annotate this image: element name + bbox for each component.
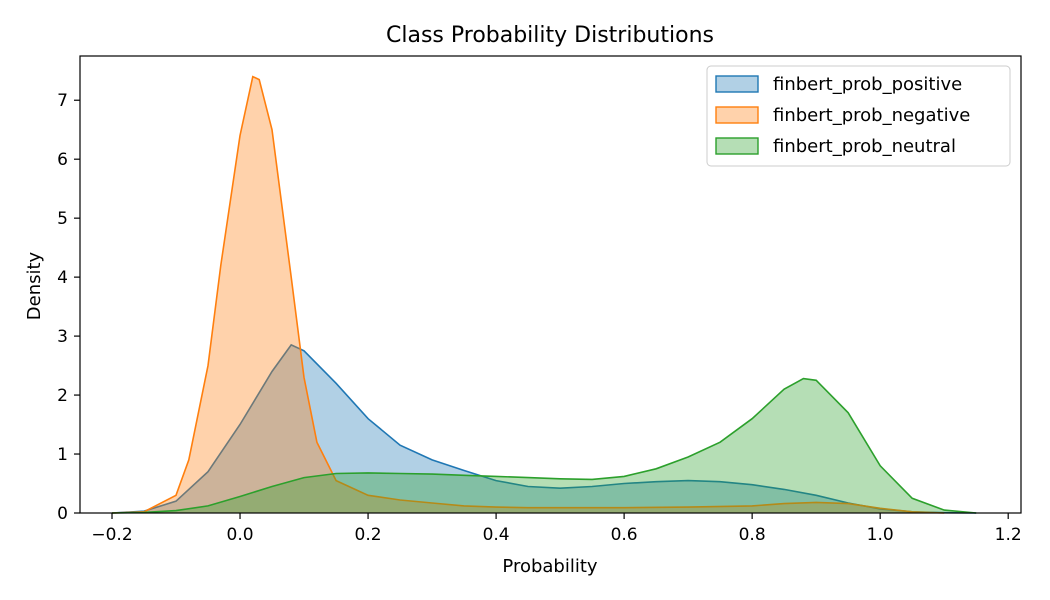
series-finbert_prob_positive-area: [112, 344, 977, 513]
chart-title: Class Probability Distributions: [386, 23, 714, 48]
legend-label-finbert_prob_positive: finbert_prob_positive: [773, 74, 962, 95]
x-axis-title: Probability: [502, 556, 597, 577]
y-tick-label: 3: [57, 327, 68, 347]
series-layer: [111, 75, 977, 514]
x-tick-label: −0.2: [91, 525, 132, 545]
legend-label-finbert_prob_neutral: finbert_prob_neutral: [773, 136, 956, 157]
y-tick-label: 6: [57, 150, 68, 170]
x-tick-label: 0.8: [739, 525, 766, 545]
series-finbert_prob_positive-line: [111, 343, 977, 514]
series-finbert_prob_negative-area: [112, 76, 945, 513]
y-tick-label: 2: [57, 386, 68, 406]
legend-swatch-finbert_prob_neutral: [715, 137, 759, 155]
y-tick-label: 5: [57, 209, 68, 229]
legend-label-finbert_prob_negative: finbert_prob_negative: [773, 105, 970, 126]
y-tick-label: 0: [57, 504, 68, 524]
legend-swatch-finbert_prob_negative: [715, 106, 759, 124]
y-tick-label: 4: [57, 268, 68, 288]
y-tick-label: 1: [57, 445, 68, 465]
legend: finbert_prob_positive finbert_prob_negati…: [706, 65, 1011, 167]
y-axis-title: Density: [24, 251, 45, 320]
x-tick-label: 1.0: [867, 525, 894, 545]
series-finbert_prob_neutral-line: [111, 377, 977, 514]
x-tick-label: 0.0: [227, 525, 254, 545]
legend-swatch-finbert_prob_positive: [715, 75, 759, 93]
x-tick-label: 0.4: [483, 525, 510, 545]
x-tick-label: 0.6: [611, 525, 638, 545]
legend-box: [706, 65, 1011, 167]
x-tick-label: 0.2: [355, 525, 382, 545]
plot-frame: [79, 55, 1022, 514]
series-finbert_prob_negative-line: [111, 75, 945, 514]
y-tick-label: 7: [57, 91, 68, 111]
axes-layer: −0.2 0.0 0.2 0.4 0.6 0.8 1.0 1.2 0 1 2 3 4 5 6 7: [57, 55, 1022, 545]
x-tick-label: 1.2: [995, 525, 1022, 545]
